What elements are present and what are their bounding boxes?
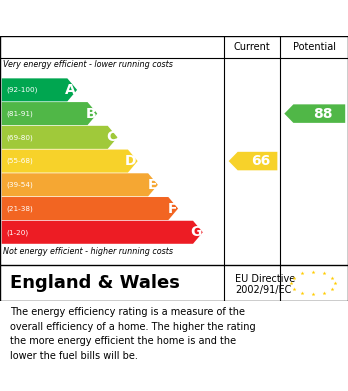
Text: England & Wales: England & Wales [10,274,180,292]
Polygon shape [2,221,203,244]
Text: EU Directive: EU Directive [235,274,295,284]
Text: 2002/91/EC: 2002/91/EC [235,285,291,295]
Text: B: B [86,107,96,120]
Text: 88: 88 [313,107,333,120]
Polygon shape [2,126,118,149]
Text: Not energy efficient - higher running costs: Not energy efficient - higher running co… [3,247,174,256]
Polygon shape [2,102,97,125]
Text: Current: Current [234,42,271,52]
Text: (21-38): (21-38) [6,205,33,212]
Text: Energy Efficiency Rating: Energy Efficiency Rating [10,11,232,25]
Text: (55-68): (55-68) [6,158,33,164]
Text: C: C [106,130,117,144]
Text: G: G [190,225,202,239]
Polygon shape [2,173,158,196]
Text: (81-91): (81-91) [6,110,33,117]
Polygon shape [229,152,277,170]
Polygon shape [2,197,178,220]
Text: (39-54): (39-54) [6,181,33,188]
Text: (1-20): (1-20) [6,229,29,235]
Text: 66: 66 [251,154,271,168]
Text: E: E [147,178,157,192]
Text: Potential: Potential [293,42,335,52]
Polygon shape [2,149,138,172]
Polygon shape [2,78,77,101]
Text: D: D [125,154,137,168]
Polygon shape [284,104,345,123]
Text: F: F [167,201,177,215]
Text: (92-100): (92-100) [6,87,38,93]
Text: The energy efficiency rating is a measure of the
overall efficiency of a home. T: The energy efficiency rating is a measur… [10,307,256,361]
Text: (69-80): (69-80) [6,134,33,141]
Text: Very energy efficient - lower running costs: Very energy efficient - lower running co… [3,60,173,69]
Text: A: A [65,83,76,97]
